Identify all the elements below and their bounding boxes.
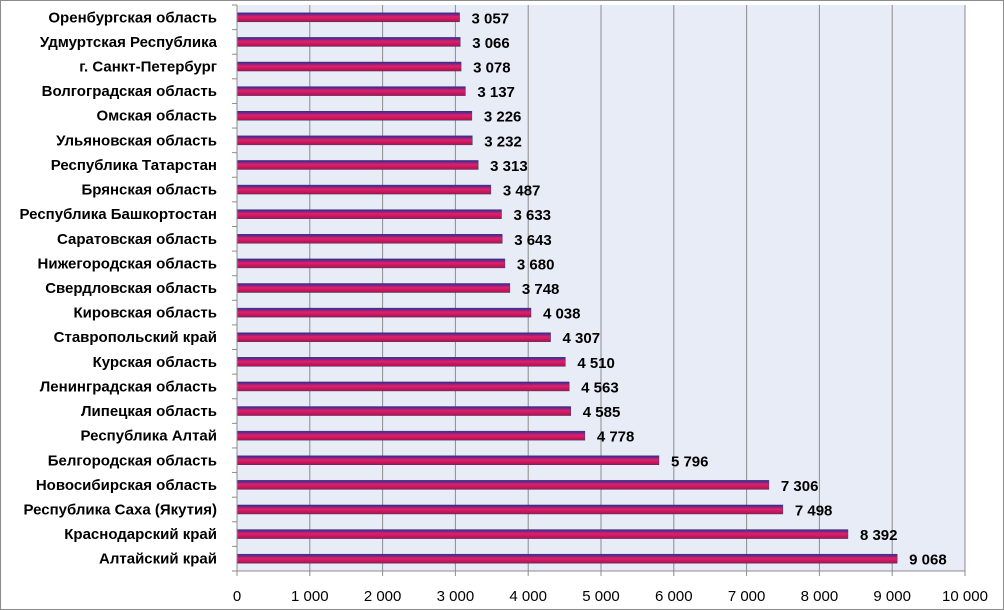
x-tick-label: 1 000 [291,588,329,605]
category-label: Республика Башкортостан [20,206,217,223]
value-label: 3 633 [513,207,551,224]
category-label: Ставропольский край [54,329,217,346]
bar [236,135,473,146]
bar [236,480,770,490]
bar [236,529,849,539]
category-label: Свердловская область [45,280,217,297]
category-label: Кировская область [74,305,218,322]
value-label: 4 510 [577,355,615,372]
value-label: 4 307 [563,330,601,347]
x-tick-label: 2 000 [364,588,402,605]
category-label: Удмуртская Республика [40,34,218,51]
bar [236,406,572,416]
category-label: Волгоградская область [42,83,217,100]
category-label: Ульяновская область [56,132,217,149]
category-label: Нижегородская область [38,255,217,272]
value-label: 3 680 [517,256,555,273]
value-label: 3 232 [484,133,522,150]
bar [236,234,503,244]
bar [236,160,479,170]
bar [236,381,570,392]
bar [236,258,506,269]
category-label: Курская область [93,354,217,371]
category-label: Оренбургская область [48,9,217,26]
x-tick-label: 6 000 [655,588,693,605]
bar [236,357,566,367]
x-tick-label: 3 000 [437,588,475,605]
value-label: 4 563 [581,379,619,396]
category-label: Брянская область [81,182,217,199]
value-label: 5 796 [671,453,709,470]
x-tick-label: 10 000 [942,588,988,605]
category-label: Республика Алтай [81,428,217,445]
category-label: Саратовская область [57,231,217,248]
category-label: Республика Саха (Якутия) [23,501,217,518]
category-label: Белгородская область [48,452,217,469]
value-label: 3 643 [514,232,552,249]
category-label: Омская область [96,108,217,125]
category-label: Липецкая область [81,403,217,420]
bar [236,110,473,121]
x-tick-label: 4 000 [509,588,547,605]
value-label: 7 306 [781,478,819,495]
bar [236,307,532,318]
bar [236,184,492,195]
value-label: 4 038 [543,306,581,323]
bar [236,430,586,441]
value-label: 3 078 [473,60,511,77]
bar [236,283,511,293]
value-label: 7 498 [795,502,833,519]
bar [236,209,502,219]
x-tick-label: 0 [233,588,241,605]
bar [236,504,784,515]
category-label: Новосибирская область [36,477,217,494]
bar [236,61,462,72]
value-label: 3 066 [472,35,510,52]
category-label: Алтайский край [99,551,217,568]
x-tick-label: 7 000 [728,588,766,605]
value-label: 3 137 [477,84,515,101]
bar [236,86,466,96]
bar [236,37,461,47]
value-label: 9 068 [909,552,947,569]
value-label: 8 392 [860,527,898,544]
x-tick-label: 5 000 [582,588,620,605]
category-label: Ленинградская область [40,378,217,395]
value-label: 3 226 [484,109,522,126]
category-label: Республика Татарстан [51,157,217,174]
x-tick-label: 9 000 [873,588,911,605]
value-label: 4 778 [597,429,635,446]
category-label: Краснодарский край [64,526,217,543]
bar [236,332,551,342]
value-label: 3 748 [522,281,560,298]
value-label: 3 313 [490,158,528,175]
bar [236,12,460,23]
bar [236,553,898,564]
value-label: 4 585 [583,404,621,421]
bar [236,455,660,466]
value-label: 3 487 [503,183,541,200]
value-label: 3 057 [472,10,510,27]
category-label: г. Санкт-Петербург [79,59,217,76]
x-tick-label: 8 000 [801,588,839,605]
